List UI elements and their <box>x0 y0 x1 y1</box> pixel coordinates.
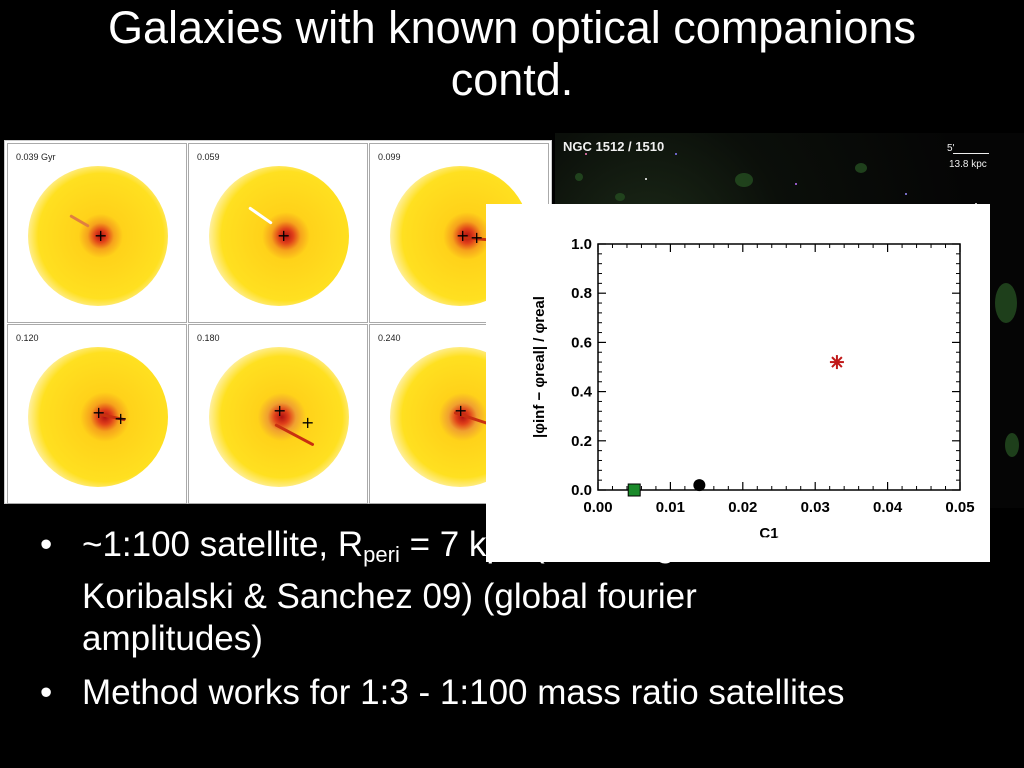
bullet-item-2: • Method works for 1:3 - 1:100 mass rati… <box>40 672 1024 714</box>
y-tick-label: 0.8 <box>571 285 592 302</box>
slide-title: Galaxies with known optical companions c… <box>0 2 1024 106</box>
bullet-1-subscript: peri <box>363 542 400 567</box>
simulation-snapshot-grid: 0.039 Gyr + 0.059 + 0.099 + + 0.120 + + … <box>4 140 552 504</box>
bullet-marker: • <box>40 525 53 564</box>
slide-title-line-1: Galaxies with known optical companions <box>108 2 916 53</box>
y-axis-label: |φinf − φreal| / φreal <box>531 296 548 438</box>
snapshot-panel-4: 0.120 + + <box>7 324 187 504</box>
star-field-blob <box>1005 433 1019 457</box>
satellite-marker: + <box>114 409 128 428</box>
galaxy-center-marker: + <box>92 403 106 422</box>
y-tick-label: 0.6 <box>571 334 592 351</box>
y-tick-label: 0.0 <box>571 482 592 499</box>
galaxy-disk <box>390 347 496 487</box>
galaxy-image-name: NGC 1512 / 1510 <box>563 139 665 154</box>
x-tick-label: 0.02 <box>728 499 757 516</box>
snapshot-time-label: 0.240 <box>378 333 401 343</box>
galaxy-center-marker: + <box>454 401 468 420</box>
bullet-1-text-line2: Koribalski & Sanchez 09) (global fourier <box>82 577 697 616</box>
scale-bar-kpc: 13.8 kpc <box>949 159 987 170</box>
snapshot-time-label: 0.180 <box>197 333 220 343</box>
star-dot <box>795 183 797 185</box>
data-point-circle <box>693 479 706 492</box>
asterisk-stroke <box>831 356 843 368</box>
galaxy-disk <box>209 347 349 487</box>
snapshot-panel-1: 0.039 Gyr + <box>7 143 187 323</box>
snapshot-time-label: 0.059 <box>197 152 220 162</box>
x-tick-label: 0.00 <box>583 499 612 516</box>
x-tick-label: 0.04 <box>873 499 903 516</box>
x-tick-label: 0.03 <box>801 499 830 516</box>
y-tick-label: 0.2 <box>571 433 592 450</box>
scatter-plot-panel: 0.00 0.01 0.02 0.03 0.04 0.05 0.0 0.2 0.4 0.6 0.8 1… <box>486 204 990 562</box>
slide-title-line-2: contd. <box>450 54 574 105</box>
scatter-plot: 0.00 0.01 0.02 0.03 0.04 0.05 0.0 0.2 0.4 0.6 0.8 1… <box>531 236 975 542</box>
galaxy-center-marker: + <box>456 226 470 245</box>
star-field-blob <box>575 173 583 181</box>
star-field-blob <box>855 163 867 173</box>
bullet-item-1: • ~1:100 satellite, Rperi = 7 kpc (close… <box>40 524 1024 660</box>
galaxy-center-marker: + <box>94 226 108 245</box>
x-axis-label: C1 <box>759 525 778 542</box>
star-field-blob <box>735 173 753 187</box>
y-tick-label: 1.0 <box>571 236 592 253</box>
star-dot <box>645 178 647 180</box>
star-field-blob <box>615 193 625 201</box>
snapshot-panel-2: 0.059 + <box>188 143 368 323</box>
bullet-list: • ~1:100 satellite, Rperi = 7 kpc (close… <box>40 524 1024 726</box>
bullet-marker: • <box>40 673 53 712</box>
data-point-asterisk <box>829 355 844 370</box>
galaxy-disk <box>28 347 168 487</box>
galaxy-center-marker: + <box>277 226 291 245</box>
star-dot <box>585 153 587 155</box>
bullet-2-text: Method works for 1:3 - 1:100 mass ratio … <box>82 673 845 712</box>
plot-frame <box>597 243 961 491</box>
bullet-1-text-line3: amplitudes) <box>82 619 263 658</box>
star-field-blob <box>995 283 1017 323</box>
scale-bar <box>953 153 989 154</box>
data-point-square <box>627 483 641 497</box>
scale-bar-arcmin: 5' <box>947 143 955 154</box>
galaxy-center-marker: + <box>273 401 287 420</box>
snapshot-panel-5: 0.180 + + <box>188 324 368 504</box>
snapshot-time-label: 0.099 <box>378 152 401 162</box>
x-tick-label: 0.01 <box>656 499 685 516</box>
galaxy-disk <box>209 166 349 306</box>
x-tick-label: 0.05 <box>945 499 974 516</box>
bullet-1-text-pre: ~1:100 satellite, R <box>82 525 364 564</box>
star-dot <box>675 153 677 155</box>
bullet-1-text-post: = 7 kpc (close agreement with <box>399 525 876 564</box>
star-dot <box>905 193 907 195</box>
snapshot-time-label: 0.039 Gyr <box>16 152 56 162</box>
galaxy-disk <box>28 166 168 306</box>
satellite-marker: + <box>470 228 484 247</box>
y-tick-label: 0.4 <box>571 384 593 401</box>
satellite-marker: + <box>301 413 315 432</box>
snapshot-panel-6: 0.240 + <box>369 324 497 504</box>
snapshot-time-label: 0.120 <box>16 333 39 343</box>
